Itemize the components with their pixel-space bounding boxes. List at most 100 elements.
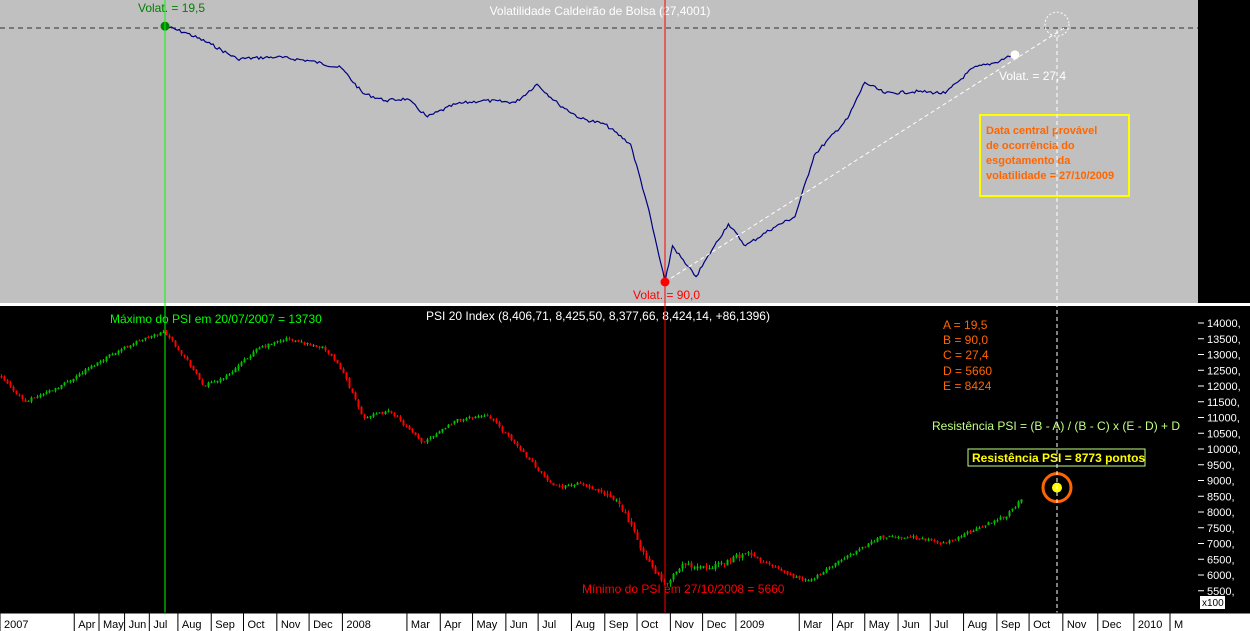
candle-body bbox=[522, 449, 525, 453]
candle-body bbox=[114, 353, 117, 355]
candle-body bbox=[738, 554, 741, 559]
candle-body bbox=[660, 573, 663, 581]
candle-body bbox=[873, 541, 876, 543]
candle-body bbox=[579, 482, 582, 484]
candle-body bbox=[333, 355, 336, 360]
candle-body bbox=[666, 582, 669, 584]
candle-body bbox=[372, 413, 375, 417]
x-axis-label: Oct bbox=[1033, 619, 1050, 631]
x-axis-label: Jun bbox=[510, 619, 528, 631]
candle-body bbox=[906, 537, 909, 539]
candle-body bbox=[9, 382, 12, 387]
candle-body bbox=[165, 331, 168, 335]
x-axis-label: 2007 bbox=[4, 619, 28, 631]
candle-body bbox=[324, 346, 327, 351]
candle-body bbox=[96, 362, 99, 366]
volatility-y-tick-label: -75,000 bbox=[1207, 223, 1244, 235]
candle-body bbox=[753, 554, 756, 557]
resistance-result-label: Resistência PSI = 8773 pontos bbox=[972, 451, 1145, 465]
candle-body bbox=[570, 485, 573, 487]
x-axis-label: 2008 bbox=[346, 619, 370, 631]
candle-body bbox=[81, 372, 84, 374]
candle-body bbox=[915, 536, 918, 540]
candle-body bbox=[645, 553, 648, 559]
x-axis-label: Dec bbox=[707, 619, 727, 631]
volatility-y-tick-label: -50,000 bbox=[1207, 132, 1244, 144]
psi-y-tick-label: 13000, bbox=[1207, 350, 1241, 362]
candle-body bbox=[780, 569, 783, 572]
x-axis-label: Apr bbox=[837, 619, 854, 631]
candle-body bbox=[465, 418, 468, 420]
candle-body bbox=[642, 548, 645, 552]
candle-body bbox=[0, 376, 3, 378]
candle-body bbox=[201, 379, 204, 385]
candle-body bbox=[582, 483, 585, 485]
candle-body bbox=[492, 418, 495, 421]
candle-body bbox=[102, 360, 105, 362]
psi-max-label: Máximo do PSI em 20/07/2007 = 13730 bbox=[110, 312, 322, 326]
candle-body bbox=[381, 411, 384, 415]
candle-body bbox=[408, 426, 411, 430]
psi-axis-multiplier: x100 bbox=[1202, 598, 1224, 609]
candle-body bbox=[312, 345, 315, 347]
candle-body bbox=[903, 537, 906, 539]
candle-body bbox=[186, 357, 189, 360]
candle-body bbox=[123, 346, 126, 349]
psi-y-tick-label: 6500, bbox=[1207, 554, 1235, 566]
candle-body bbox=[777, 566, 780, 569]
candle-body bbox=[108, 354, 111, 357]
candle-body bbox=[132, 343, 135, 346]
candle-body bbox=[336, 359, 339, 364]
candle-body bbox=[168, 335, 171, 338]
candle-body bbox=[951, 539, 954, 541]
candle-body bbox=[219, 378, 222, 382]
candle-body bbox=[765, 562, 768, 564]
candle-body bbox=[948, 540, 951, 543]
x-axis-label: M bbox=[1174, 619, 1183, 631]
candle-body bbox=[513, 439, 516, 443]
candle-body bbox=[654, 566, 657, 574]
candle-body bbox=[84, 369, 87, 374]
candle-body bbox=[816, 574, 819, 579]
psi-candles bbox=[0, 329, 1023, 587]
candle-body bbox=[924, 538, 927, 541]
candle-body bbox=[993, 520, 996, 524]
candle-body bbox=[819, 574, 822, 576]
volatility-chart-title: Volatilidade Caldeirão de Bolsa (27,4001… bbox=[490, 4, 711, 18]
candle-body bbox=[339, 363, 342, 370]
x-axis-label: Jul bbox=[542, 619, 556, 631]
candle-body bbox=[858, 549, 861, 551]
candle-body bbox=[531, 459, 534, 462]
candle-body bbox=[999, 517, 1002, 520]
volatility-trend-line bbox=[664, 25, 1068, 283]
candle-body bbox=[39, 394, 42, 398]
candle-body bbox=[444, 428, 447, 430]
candle-body bbox=[486, 414, 489, 416]
candle-body bbox=[936, 541, 939, 543]
volatility-y-tick-label: -30,000 bbox=[1207, 59, 1244, 71]
candle-body bbox=[594, 489, 597, 491]
psi-y-tick-label: 5500, bbox=[1207, 586, 1235, 598]
candle-body bbox=[246, 358, 249, 360]
candle-body bbox=[261, 346, 264, 348]
candle-body bbox=[849, 553, 852, 556]
candle-body bbox=[741, 554, 744, 558]
candle-body bbox=[927, 539, 930, 541]
candle-body bbox=[834, 562, 837, 567]
candle-body bbox=[708, 567, 711, 569]
candle-body bbox=[483, 415, 486, 417]
candle-body bbox=[792, 573, 795, 578]
x-axis-label: Aug bbox=[968, 619, 988, 631]
candle-body bbox=[210, 381, 213, 383]
candle-body bbox=[438, 431, 441, 434]
candle-body bbox=[360, 406, 363, 415]
candle-body bbox=[27, 400, 30, 402]
candle-body bbox=[696, 566, 699, 569]
psi-y-tick-label: 7500, bbox=[1207, 523, 1235, 535]
candle-body bbox=[918, 538, 921, 540]
resistance-formula: Resistência PSI = (B - A) / (B - C) x (E… bbox=[932, 419, 1180, 433]
volatility-y-tick-label: -90,000 bbox=[1207, 277, 1244, 289]
candle-body bbox=[591, 487, 594, 490]
candle-body bbox=[897, 536, 900, 538]
candle-body bbox=[876, 538, 879, 542]
